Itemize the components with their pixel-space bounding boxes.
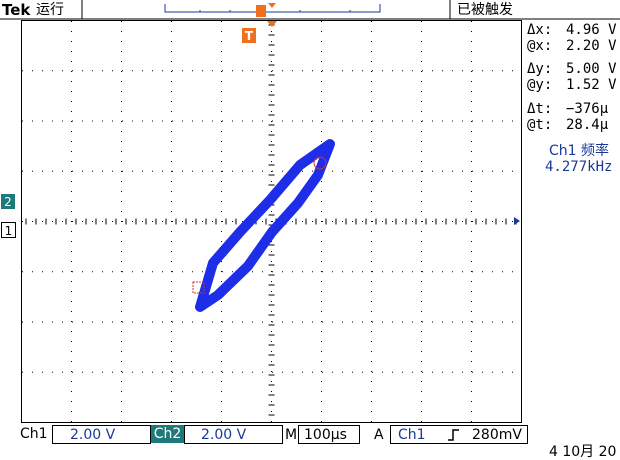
timebase: 100µs	[304, 427, 347, 443]
trigger-marker: T	[242, 28, 256, 43]
cursor-a	[313, 156, 327, 170]
readout-value: 2.20 V	[566, 38, 617, 54]
readout-label: Δx:	[527, 22, 553, 38]
cursor-b	[192, 281, 205, 294]
readout-label: @x:	[527, 38, 553, 54]
trigger-level: 280mV	[472, 427, 522, 443]
trigger-source: Ch1	[398, 427, 426, 443]
ch2-label: Ch2	[151, 425, 184, 443]
run-status: 运行	[36, 2, 64, 18]
readout-value: 28.4µ	[566, 117, 609, 133]
readout-value: 4.96 V	[566, 22, 617, 38]
readout-label: Δy:	[527, 61, 553, 77]
trigger-state: 已被触发	[457, 2, 513, 18]
graticule	[21, 20, 522, 423]
slope-icon	[448, 429, 459, 441]
freq-label: Ch1 频率	[549, 143, 610, 159]
readout-value: 1.52 V	[566, 77, 617, 93]
readout-label: @t:	[527, 117, 553, 133]
timebase-box	[298, 425, 360, 444]
timebase-label: M	[285, 427, 298, 443]
brand: Tek	[2, 1, 31, 19]
readout-label: @y:	[527, 77, 553, 93]
ch2-marker: 2	[1, 194, 15, 209]
ch2-box	[184, 425, 283, 444]
date: 4 10月 20	[549, 444, 617, 460]
readout-label: Δt:	[527, 101, 553, 117]
xy-trace	[195, 139, 335, 312]
ch1-scale: 2.00 V	[70, 427, 116, 443]
trigger-box	[390, 425, 528, 444]
ch1-box	[52, 425, 151, 444]
ch1-marker: 1	[1, 222, 16, 238]
ch2-scale: 2.00 V	[201, 427, 247, 443]
trigger-label: A	[374, 427, 384, 443]
top-bar	[0, 0, 620, 20]
ch1-label: Ch1	[20, 426, 48, 442]
readout-value: −376µ	[566, 101, 609, 117]
freq-value: 4.277kHz	[545, 159, 613, 175]
readout-value: 5.00 V	[566, 61, 617, 77]
